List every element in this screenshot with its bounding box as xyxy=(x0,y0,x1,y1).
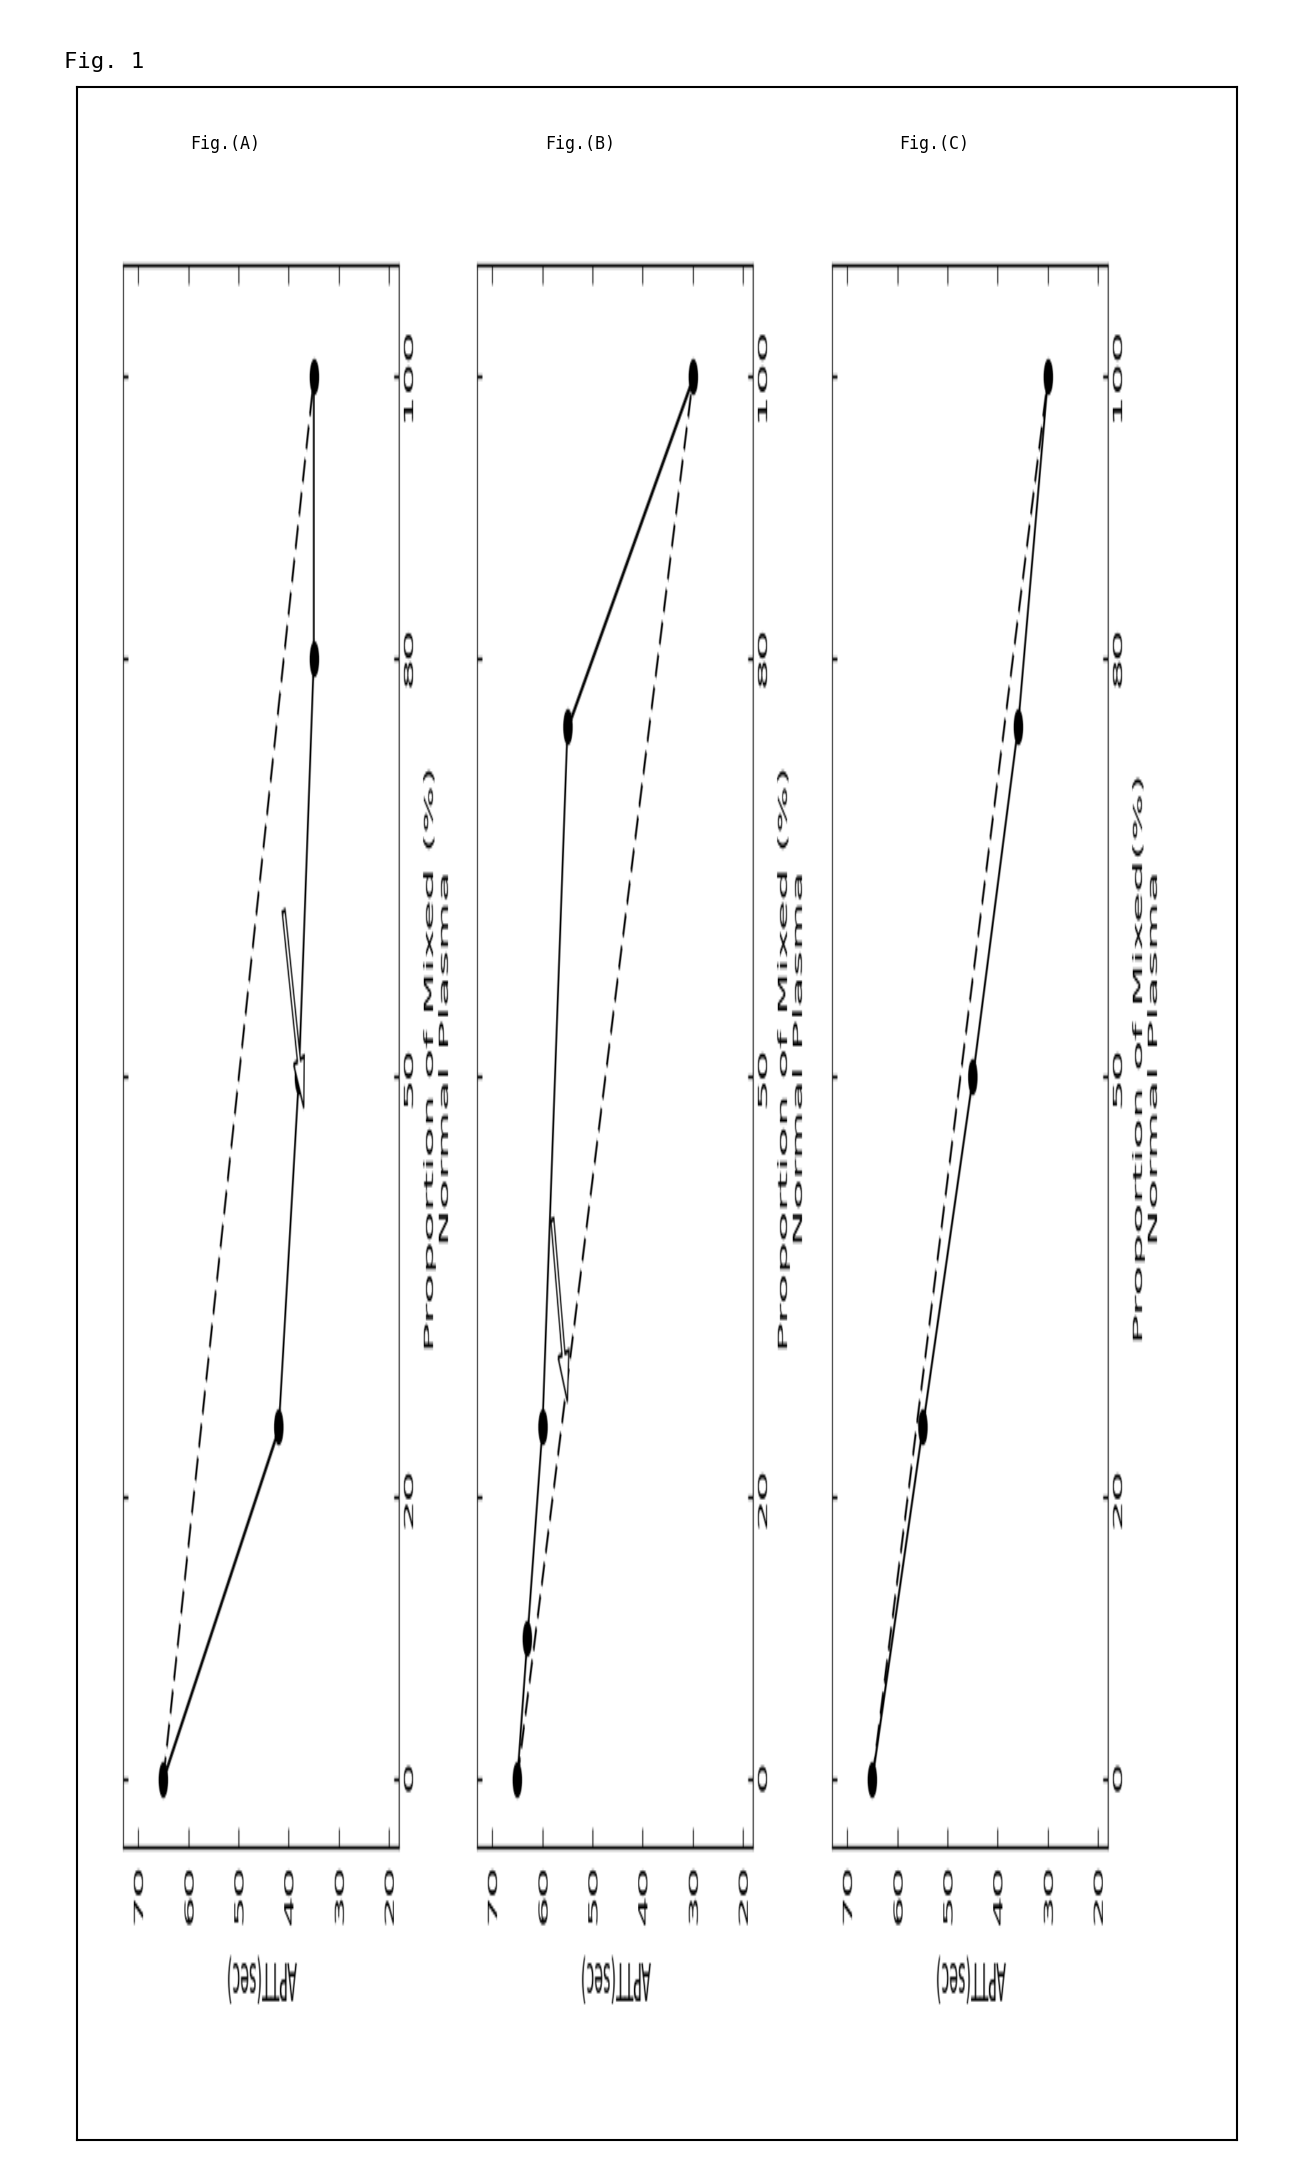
Text: Fig. 1: Fig. 1 xyxy=(64,52,144,72)
Text: Fig.(C): Fig.(C) xyxy=(900,135,969,153)
Text: Fig.(B): Fig.(B) xyxy=(545,135,615,153)
Text: Fig.(A): Fig.(A) xyxy=(191,135,260,153)
